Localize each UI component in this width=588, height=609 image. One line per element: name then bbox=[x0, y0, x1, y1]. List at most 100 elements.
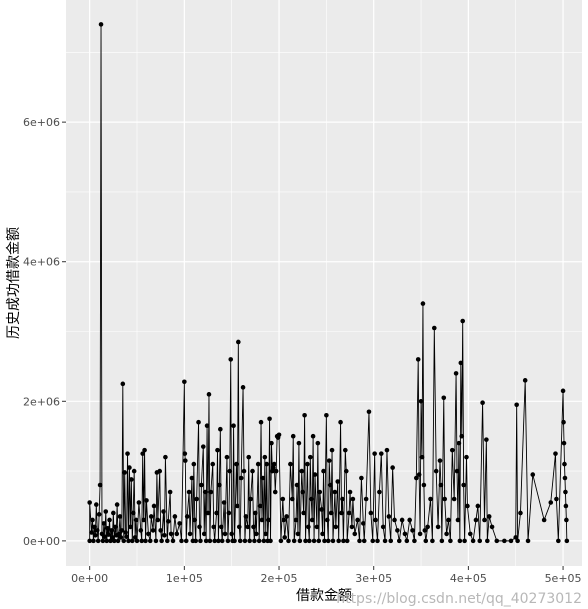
data-point bbox=[502, 538, 507, 544]
data-point bbox=[115, 538, 121, 544]
data-point bbox=[128, 524, 133, 530]
data-point bbox=[563, 489, 568, 495]
data-point bbox=[234, 461, 239, 467]
data-point bbox=[309, 517, 315, 523]
data-point bbox=[423, 538, 429, 544]
data-point bbox=[357, 538, 362, 544]
data-point bbox=[155, 517, 161, 523]
data-point bbox=[231, 423, 236, 429]
data-point bbox=[273, 468, 279, 474]
data-point bbox=[111, 510, 116, 516]
data-point bbox=[196, 419, 201, 425]
data-point bbox=[295, 531, 301, 537]
data-point bbox=[296, 440, 302, 446]
data-point bbox=[268, 538, 273, 544]
data-point bbox=[360, 521, 366, 526]
data-point bbox=[421, 482, 427, 488]
data-point bbox=[305, 461, 310, 467]
y-tick-label: 0e+00 bbox=[23, 535, 60, 548]
data-point bbox=[328, 510, 334, 516]
data-point bbox=[104, 538, 110, 544]
data-point bbox=[255, 461, 261, 467]
data-point bbox=[461, 482, 466, 488]
data-point bbox=[484, 437, 489, 442]
data-point bbox=[253, 531, 259, 537]
data-point bbox=[125, 451, 130, 456]
y-tick-label: 2e+06 bbox=[23, 395, 60, 408]
data-point bbox=[139, 538, 145, 544]
data-point bbox=[302, 412, 307, 418]
data-point bbox=[272, 489, 278, 495]
y-tick-label: 4e+06 bbox=[23, 256, 60, 269]
x-tick-label: 2e+05 bbox=[261, 572, 298, 585]
data-point bbox=[392, 517, 397, 523]
data-point bbox=[326, 458, 332, 463]
data-point bbox=[315, 440, 321, 446]
data-point bbox=[303, 538, 308, 544]
data-point bbox=[251, 524, 256, 530]
data-point bbox=[250, 468, 255, 474]
data-point bbox=[240, 385, 246, 390]
data-point bbox=[482, 517, 487, 523]
data-point bbox=[513, 535, 519, 540]
data-point bbox=[432, 325, 437, 331]
data-point bbox=[218, 426, 223, 432]
data-point bbox=[456, 440, 462, 446]
data-point bbox=[129, 538, 135, 544]
data-point bbox=[116, 531, 122, 537]
data-point bbox=[477, 538, 483, 544]
data-point bbox=[170, 538, 176, 544]
data-point bbox=[562, 461, 567, 467]
data-point bbox=[252, 538, 257, 544]
data-point bbox=[418, 398, 424, 404]
data-point bbox=[182, 379, 187, 385]
data-point bbox=[320, 531, 325, 537]
data-point bbox=[227, 468, 233, 474]
data-point bbox=[350, 496, 356, 502]
data-point bbox=[150, 528, 156, 533]
data-point bbox=[339, 510, 344, 516]
x-tick-label: 4e+05 bbox=[450, 572, 487, 585]
data-point bbox=[378, 451, 384, 456]
data-point bbox=[142, 447, 147, 453]
data-point bbox=[412, 538, 417, 544]
data-point bbox=[232, 538, 237, 544]
data-point bbox=[97, 482, 103, 488]
data-point bbox=[437, 458, 443, 463]
data-point bbox=[102, 534, 108, 539]
data-point bbox=[404, 538, 410, 544]
data-point bbox=[174, 531, 180, 537]
data-point bbox=[260, 475, 266, 481]
data-point bbox=[327, 482, 333, 488]
data-point bbox=[525, 538, 531, 544]
data-point bbox=[333, 524, 339, 530]
data-point bbox=[242, 538, 248, 544]
data-point bbox=[419, 454, 425, 460]
data-point bbox=[514, 402, 519, 408]
data-point bbox=[451, 496, 457, 502]
data-point bbox=[338, 419, 343, 425]
data-point bbox=[494, 538, 500, 544]
data-point bbox=[453, 371, 459, 376]
data-point bbox=[361, 538, 367, 544]
data-point bbox=[343, 447, 348, 453]
data-point bbox=[224, 454, 230, 460]
data-point bbox=[141, 517, 146, 523]
data-point bbox=[92, 524, 97, 530]
data-point bbox=[261, 538, 267, 544]
data-point bbox=[87, 500, 92, 505]
data-point bbox=[122, 470, 127, 475]
data-point bbox=[179, 538, 184, 544]
data-point bbox=[278, 538, 284, 544]
data-point bbox=[218, 524, 224, 530]
data-point bbox=[352, 531, 358, 537]
data-point bbox=[366, 409, 372, 415]
data-point bbox=[183, 458, 188, 463]
series-path bbox=[89, 24, 568, 543]
data-point bbox=[124, 534, 129, 539]
data-point bbox=[489, 524, 495, 530]
data-point bbox=[112, 524, 118, 530]
x-tick-label: 5e+05 bbox=[545, 572, 582, 585]
data-point bbox=[284, 514, 289, 519]
data-point bbox=[229, 531, 234, 537]
